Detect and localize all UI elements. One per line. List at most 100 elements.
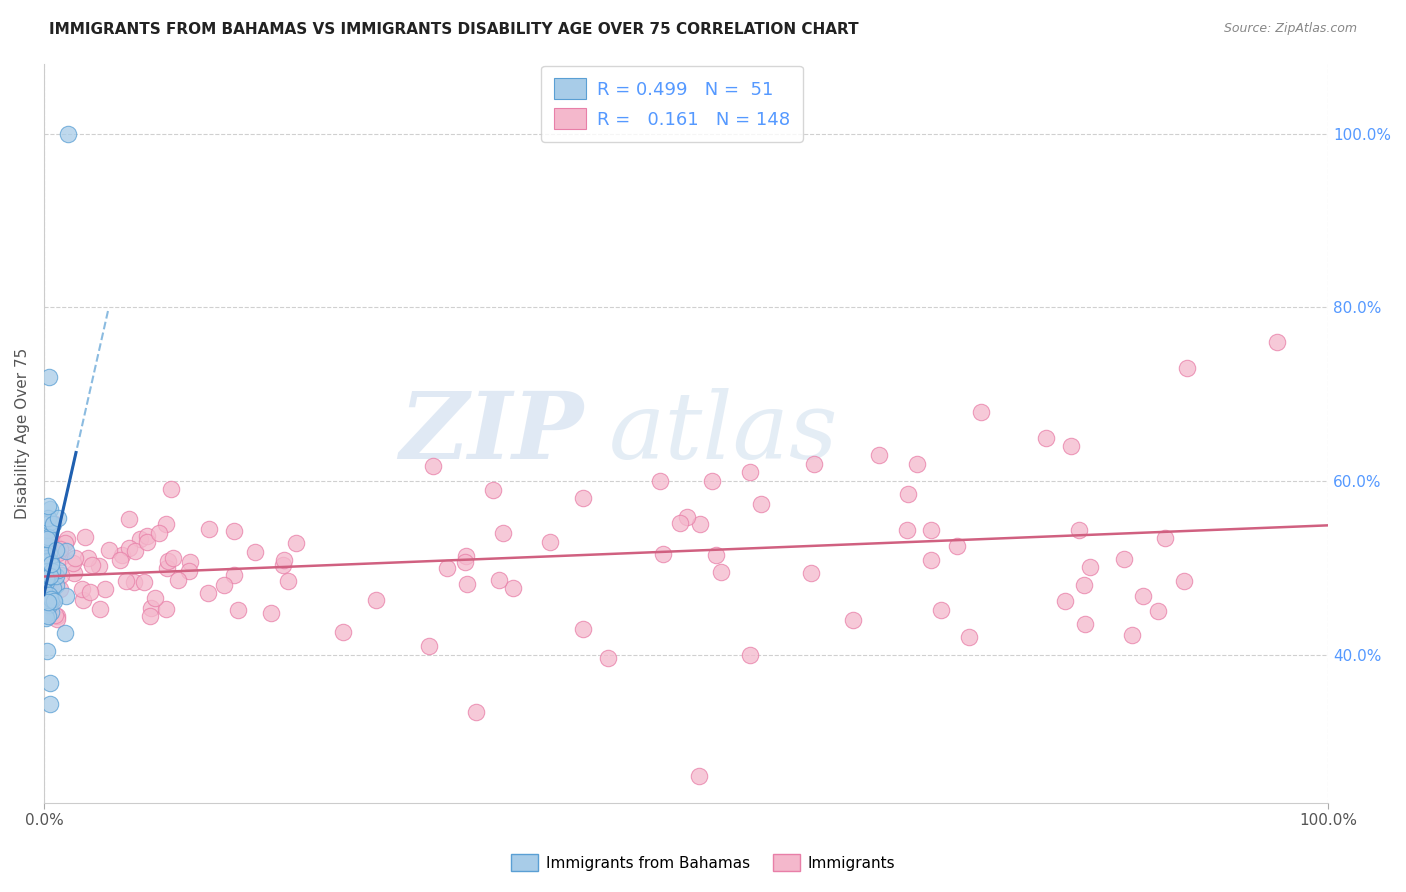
Point	[650, 474, 672, 488]
Point	[45, 569, 67, 583]
Point	[226, 603, 249, 617]
Point	[37, 530, 59, 544]
Point	[740, 648, 762, 662]
Point	[42, 579, 65, 593]
Legend: Immigrants from Bahamas, Immigrants: Immigrants from Bahamas, Immigrants	[505, 848, 901, 877]
Point	[114, 574, 136, 589]
Point	[38, 369, 60, 384]
Point	[197, 586, 219, 600]
Point	[41, 557, 63, 571]
Point	[167, 574, 190, 588]
Point	[1067, 523, 1090, 537]
Point	[37, 523, 59, 537]
Point	[245, 545, 267, 559]
Point	[37, 570, 59, 584]
Point	[32, 584, 55, 599]
Point	[94, 582, 117, 597]
Point	[70, 582, 93, 596]
Point	[132, 574, 155, 589]
Point	[676, 509, 699, 524]
Point	[62, 566, 84, 580]
Point	[76, 551, 98, 566]
Point	[82, 558, 104, 572]
Point	[277, 574, 299, 588]
Point	[1154, 531, 1177, 545]
Point	[35, 585, 58, 599]
Point	[465, 706, 488, 720]
Point	[1132, 589, 1154, 603]
Point	[45, 612, 67, 626]
Point	[162, 551, 184, 566]
Point	[41, 546, 63, 560]
Point	[418, 639, 440, 653]
Point	[79, 585, 101, 599]
Legend: R = 0.499   N =  51, R =   0.161   N = 148: R = 0.499 N = 51, R = 0.161 N = 148	[541, 66, 803, 142]
Point	[482, 483, 505, 497]
Point	[39, 676, 62, 690]
Point	[332, 625, 354, 640]
Point	[271, 558, 294, 573]
Point	[905, 457, 928, 471]
Point	[124, 543, 146, 558]
Point	[159, 482, 181, 496]
Point	[56, 532, 79, 546]
Text: IMMIGRANTS FROM BAHAMAS VS IMMIGRANTS DISABILITY AGE OVER 75 CORRELATION CHART: IMMIGRANTS FROM BAHAMAS VS IMMIGRANTS DI…	[49, 22, 859, 37]
Point	[689, 517, 711, 532]
Point	[37, 643, 59, 657]
Point	[34, 589, 56, 603]
Point	[273, 552, 295, 566]
Point	[38, 588, 60, 602]
Point	[749, 497, 772, 511]
Point	[1175, 361, 1198, 376]
Point	[1121, 628, 1143, 642]
Point	[39, 531, 62, 545]
Point	[34, 591, 56, 605]
Point	[37, 566, 59, 580]
Point	[436, 560, 458, 574]
Point	[920, 553, 942, 567]
Point	[53, 536, 76, 550]
Point	[1060, 439, 1083, 453]
Point	[41, 564, 63, 578]
Point	[148, 525, 170, 540]
Point	[34, 592, 56, 607]
Point	[1053, 594, 1076, 608]
Point	[842, 613, 865, 627]
Point	[34, 581, 56, 595]
Point	[454, 555, 477, 569]
Point	[868, 448, 890, 462]
Point	[1073, 577, 1095, 591]
Point	[42, 581, 65, 595]
Point	[37, 532, 59, 546]
Point	[49, 567, 72, 582]
Point	[34, 597, 56, 611]
Text: Source: ZipAtlas.com: Source: ZipAtlas.com	[1223, 22, 1357, 36]
Text: atlas: atlas	[609, 388, 838, 478]
Point	[39, 502, 62, 516]
Point	[56, 127, 79, 141]
Point	[37, 609, 59, 624]
Point	[34, 607, 56, 622]
Point	[37, 539, 59, 553]
Point	[111, 548, 134, 562]
Point	[89, 558, 111, 573]
Point	[34, 595, 56, 609]
Point	[710, 565, 733, 579]
Point	[1265, 334, 1288, 349]
Point	[37, 595, 59, 609]
Point	[155, 517, 177, 532]
Point	[1035, 431, 1057, 445]
Point	[700, 474, 723, 488]
Point	[1146, 604, 1168, 618]
Point	[34, 571, 56, 585]
Point	[502, 581, 524, 595]
Point	[49, 582, 72, 597]
Point	[284, 536, 307, 550]
Point	[596, 651, 619, 665]
Point	[198, 522, 221, 536]
Point	[141, 601, 163, 615]
Point	[139, 609, 162, 624]
Point	[38, 599, 60, 613]
Point	[45, 578, 67, 592]
Point	[800, 566, 823, 581]
